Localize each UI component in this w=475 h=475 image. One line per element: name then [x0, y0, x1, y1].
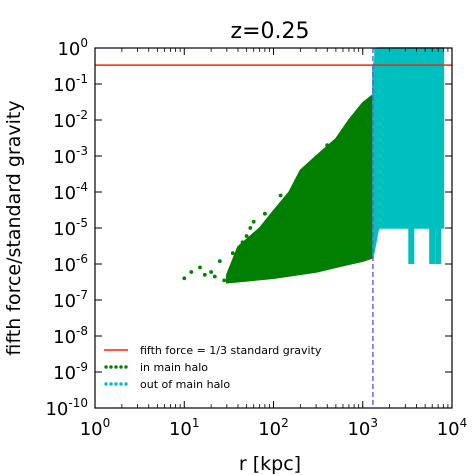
y-tick-label: 10-2 [53, 108, 88, 132]
out-of-halo-spike [408, 48, 415, 264]
main-halo-point [236, 247, 240, 252]
plot-data [182, 47, 445, 284]
main-halo-point [182, 276, 187, 281]
x-tick-label: 100 [80, 416, 111, 440]
chart-title: z=0.25 [231, 19, 310, 44]
main-halo-point [294, 179, 299, 184]
main-halo-point [202, 272, 207, 277]
main-halo-point [209, 270, 214, 274]
legend-dot-swatch [114, 365, 118, 369]
out-of-halo-spike [374, 48, 381, 175]
x-tick-label: 103 [347, 416, 378, 440]
reference-lines [95, 48, 452, 408]
legend-label: fifth force = 1/3 standard gravity [140, 344, 322, 357]
legend-label: in main halo [140, 361, 208, 374]
main-halo-point [189, 270, 194, 274]
legend-dot-swatch [104, 382, 108, 386]
legend: fifth force = 1/3 standard gravity in mai… [104, 344, 322, 391]
x-axis-label: r [kpc] [239, 453, 301, 475]
x-tick-label: 101 [169, 416, 200, 440]
main-halo-point [325, 143, 330, 148]
legend-dot-swatch [124, 365, 128, 369]
x-tick-label: 102 [258, 416, 289, 440]
y-tick-label: 10-4 [53, 180, 88, 204]
out-of-halo-spike [422, 48, 429, 228]
legend-label: out of main halo [140, 378, 230, 391]
main-halo-point [307, 164, 311, 169]
out-of-halo-spike [429, 48, 436, 264]
legend-dot-swatch [124, 382, 128, 386]
legend-dot-swatch [114, 382, 118, 386]
y-tick-label: 10-7 [53, 288, 88, 312]
main-halo-point [212, 274, 217, 279]
main-halo-point [198, 265, 202, 270]
legend-dot-swatch [109, 382, 113, 386]
out-of-halo-spike [435, 48, 442, 264]
legend-dot-swatch [109, 365, 113, 369]
plot-frame [94, 47, 453, 409]
legend-dot-swatch [104, 365, 108, 369]
y-tick-label: 10-5 [53, 216, 88, 240]
main-halo-point [222, 278, 227, 283]
y-tick-label: 10-8 [53, 324, 88, 348]
main-halo-point [217, 259, 222, 263]
main-halo-point [240, 240, 245, 245]
axis-ticks: 100 101 102 103 104 10-10 10-9 10-8 10-7 10-6 10-5… [45, 36, 467, 440]
y-tick-label: 10-1 [53, 72, 88, 96]
y-tick-label: 10-10 [45, 396, 88, 420]
main-halo-point [244, 234, 249, 238]
out-of-halo-spike [393, 48, 400, 228]
legend-dot-swatch [119, 382, 123, 386]
main-halo-point [251, 219, 256, 224]
out-of-halo-spike [380, 48, 387, 146]
main-halo-point [263, 211, 267, 216]
main-halo-point [364, 100, 369, 105]
y-tick-label: 100 [57, 36, 88, 60]
y-tick-label: 10-3 [53, 144, 88, 168]
x-tick-label: 104 [437, 416, 468, 440]
main-halo-region [226, 93, 374, 284]
y-axis-label: fifth force/standard gravity [3, 100, 25, 355]
y-tick-label: 10-6 [53, 252, 88, 276]
main-halo-point [248, 226, 253, 230]
y-tick-label: 10-9 [53, 360, 88, 384]
out-of-halo-spike [386, 48, 393, 192]
legend-dot-swatch [119, 365, 123, 369]
main-halo-point [230, 251, 235, 256]
main-halo-point [278, 193, 283, 198]
